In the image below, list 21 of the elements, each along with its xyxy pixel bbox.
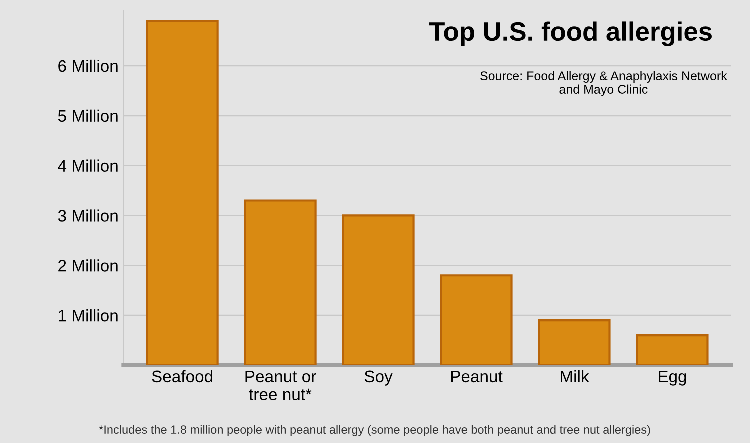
- y-tick-label: 2 Million: [58, 260, 118, 272]
- x-tick-label: Soy: [364, 370, 393, 386]
- bar: [146, 20, 219, 366]
- x-tick-label: Peanut or tree nut*: [246, 370, 316, 401]
- text: *Includes the 1.8 million people with peanut allergy (some people have both peanut and tree nut allergies): [99, 425, 650, 436]
- bar: [538, 320, 611, 366]
- annotation: Source: Food Allergy & Anaphylaxis Network and Mayo Clinic: [480, 71, 728, 96]
- y-tick-label: 6 Million: [58, 60, 118, 72]
- x-tick-label: Seafood: [152, 370, 213, 383]
- chart-title: Top U.S. food allergies: [429, 22, 712, 46]
- bar: [636, 334, 709, 366]
- y-tick-label: 1 Million: [59, 310, 118, 322]
- y-tick-label: 3 Million: [58, 210, 118, 222]
- x-tick-label: Peanut: [451, 370, 503, 383]
- bar: [244, 200, 317, 366]
- x-tick-label: Egg: [659, 370, 686, 386]
- y-tick-label: 4 Million: [58, 160, 118, 172]
- bar: [440, 274, 513, 366]
- y-tick-label: 5 Million: [58, 110, 118, 122]
- bar: [342, 214, 415, 366]
- x-tick-label: Milk: [561, 370, 590, 382]
